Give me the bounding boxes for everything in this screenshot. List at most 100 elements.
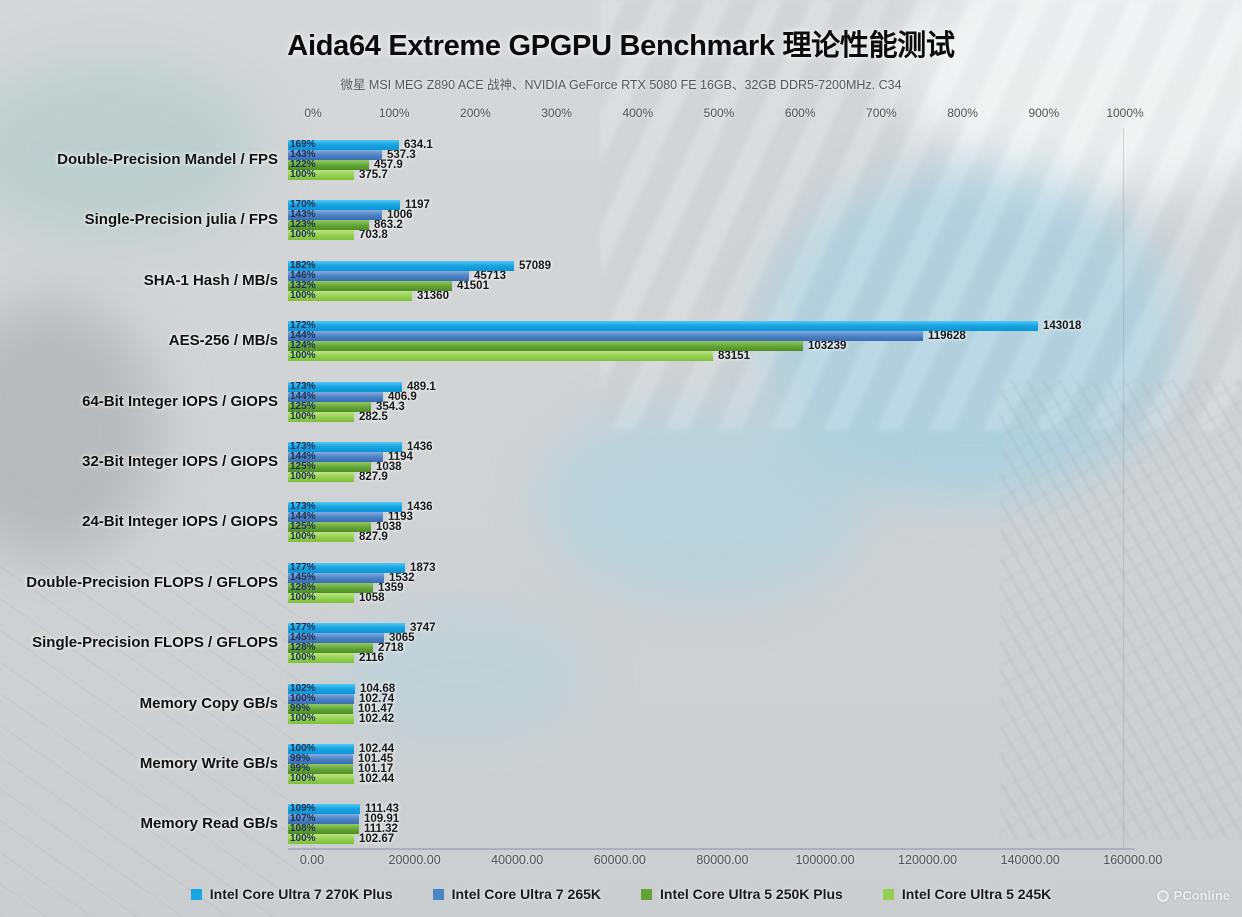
bar-line: 128% 1359 <box>288 581 436 594</box>
top-axis-tick: 500% <box>703 106 735 120</box>
percent-label: 143% <box>290 149 316 160</box>
value-label: 863.2 <box>374 219 403 232</box>
value-label: 119628 <box>928 330 966 343</box>
percent-label: 99% <box>290 753 311 764</box>
bar-intel-core-ultra-7-265k: 143% <box>288 150 382 160</box>
value-label: 102.42 <box>359 712 395 725</box>
bar-intel-core-ultra-5-250k-plus: 124% <box>288 341 803 352</box>
legend-item: Intel Core Ultra 7 270K Plus <box>190 886 393 902</box>
background-circuit-traces <box>0 560 300 917</box>
value-label: 102.44 <box>359 743 395 755</box>
percent-label: 108% <box>290 823 316 835</box>
category-label: AES-256 / MB/s <box>168 332 278 350</box>
value-label: 101.45 <box>358 753 394 765</box>
bar-line: 109% 111.43 <box>288 803 399 815</box>
bar-line: 100% 827.9 <box>288 532 433 543</box>
bar-intel-core-ultra-7-270k-plus: 173% <box>288 381 402 392</box>
percent-label: 122% <box>290 159 316 170</box>
bar-intel-core-ultra-7-265k: 100% <box>288 693 354 704</box>
bar-group: 172% 143018 144% 119628 124% 103239 100% 83151 <box>288 320 1081 363</box>
category-label: 24-Bit Integer IOPS / GIOPS <box>82 513 278 531</box>
percent-label: 144% <box>290 390 316 402</box>
percent-label: 125% <box>290 461 316 472</box>
top-axis-tick: 800% <box>947 106 978 120</box>
bottom-axis-tick: 80000.00 <box>696 853 749 867</box>
bar-line: 100% 827.9 <box>288 471 433 483</box>
bar-intel-core-ultra-5-245k: 100% <box>288 532 354 543</box>
percent-label: 128% <box>290 581 316 593</box>
percent-label: 100% <box>290 350 316 362</box>
background-pcb-streaks <box>600 0 1242 430</box>
bottom-axis-tick: 140000.00 <box>1000 853 1060 867</box>
bar-intel-core-ultra-5-245k: 100% <box>288 350 713 362</box>
bottom-axis-tick: 40000.00 <box>491 853 544 867</box>
percent-label: 182% <box>290 259 316 271</box>
bar-line: 100% 703.8 <box>288 229 430 241</box>
percent-label: 177% <box>290 561 316 573</box>
value-label: 102.67 <box>359 833 395 846</box>
percent-label: 99% <box>290 702 311 714</box>
value-label: 1436 <box>407 501 433 514</box>
bar-line: 144% 119628 <box>288 330 1081 343</box>
percent-label: 109% <box>290 803 316 815</box>
bar-intel-core-ultra-7-265k: 107% <box>288 814 359 825</box>
bar-line: 100% 2116 <box>288 652 436 664</box>
value-label: 111.32 <box>364 823 398 836</box>
top-axis-tick: 700% <box>866 106 897 120</box>
bar-line: 124% 103239 <box>288 340 1081 352</box>
percent-label: 172% <box>290 320 316 332</box>
legend-label: Intel Core Ultra 5 245K <box>901 886 1052 902</box>
bar-intel-core-ultra-5-245k: 100% <box>288 713 354 724</box>
category-label: 64-Bit Integer IOPS / GIOPS <box>82 392 278 410</box>
value-label: 31360 <box>417 289 449 302</box>
percent-label: 100% <box>290 229 316 241</box>
chart-title: Aida64 Extreme GPGPU Benchmark 理论性能测试 <box>287 30 955 62</box>
bar-line: 143% 537.3 <box>288 149 433 161</box>
percent-label: 100% <box>290 471 316 482</box>
bar-line: 122% 457.9 <box>288 159 433 171</box>
bar-line: 108% 111.32 <box>288 823 399 836</box>
category-label: Single-Precision julia / FPS <box>84 211 278 229</box>
bar-line: 107% 109.91 <box>288 814 399 825</box>
bar-intel-core-ultra-5-245k: 100% <box>288 592 354 603</box>
top-axis-tick: 400% <box>622 106 654 120</box>
legend-label: Intel Core Ultra 7 270K Plus <box>209 886 393 902</box>
bottom-axis-tick: 160000.00 <box>1103 853 1163 867</box>
bar-line: 144% 406.9 <box>288 390 436 402</box>
bar-line: 173% 489.1 <box>288 381 436 392</box>
value-label: 2718 <box>378 642 404 655</box>
percent-label: 125% <box>290 521 316 533</box>
legend-label: Intel Core Ultra 5 250K Plus <box>660 886 843 902</box>
plot-right-border <box>1123 128 1124 848</box>
value-label: 45713 <box>474 269 506 282</box>
bar-intel-core-ultra-5-250k-plus: 122% <box>288 160 369 170</box>
percent-label: 100% <box>290 773 316 784</box>
value-label: 83151 <box>718 350 750 363</box>
bar-line: 146% 45713 <box>288 269 551 282</box>
bar-intel-core-ultra-7-265k: 144% <box>288 512 383 523</box>
bar-line: 170% 1197 <box>288 199 430 212</box>
bar-intel-core-ultra-5-250k-plus: 99% <box>288 764 353 774</box>
bar-intel-core-ultra-5-245k: 100% <box>288 170 354 180</box>
bar-intel-core-ultra-5-250k-plus: 123% <box>288 220 369 231</box>
bar-intel-core-ultra-7-265k: 146% <box>288 270 469 281</box>
value-label: 1038 <box>376 521 402 534</box>
category-label: 32-Bit Integer IOPS / GIOPS <box>82 453 278 470</box>
bar-line: 132% 41501 <box>288 279 551 292</box>
bar-line: 145% 1532 <box>288 572 436 584</box>
bar-line: 172% 143018 <box>288 320 1081 332</box>
bar-intel-core-ultra-5-245k: 100% <box>288 411 354 422</box>
percent-label: 125% <box>290 400 316 412</box>
value-label: 41501 <box>457 279 489 292</box>
percent-label: 100% <box>290 743 316 754</box>
value-label: 457.9 <box>374 159 403 171</box>
bar-line: 177% 1873 <box>288 561 436 574</box>
legend-item: Intel Core Ultra 7 265K <box>432 886 601 902</box>
top-axis-tick: 900% <box>1028 106 1060 120</box>
value-label: 1197 <box>405 199 430 212</box>
bar-intel-core-ultra-7-265k: 145% <box>288 633 384 644</box>
pconline-watermark: PConline <box>1156 888 1230 903</box>
value-label: 3065 <box>389 632 415 645</box>
value-label: 101.17 <box>358 763 394 775</box>
percent-label: 143% <box>290 209 316 221</box>
